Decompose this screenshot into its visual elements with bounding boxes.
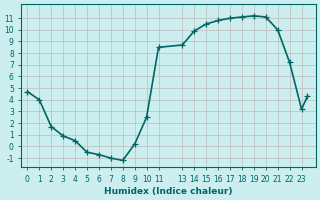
X-axis label: Humidex (Indice chaleur): Humidex (Indice chaleur) [104, 187, 233, 196]
